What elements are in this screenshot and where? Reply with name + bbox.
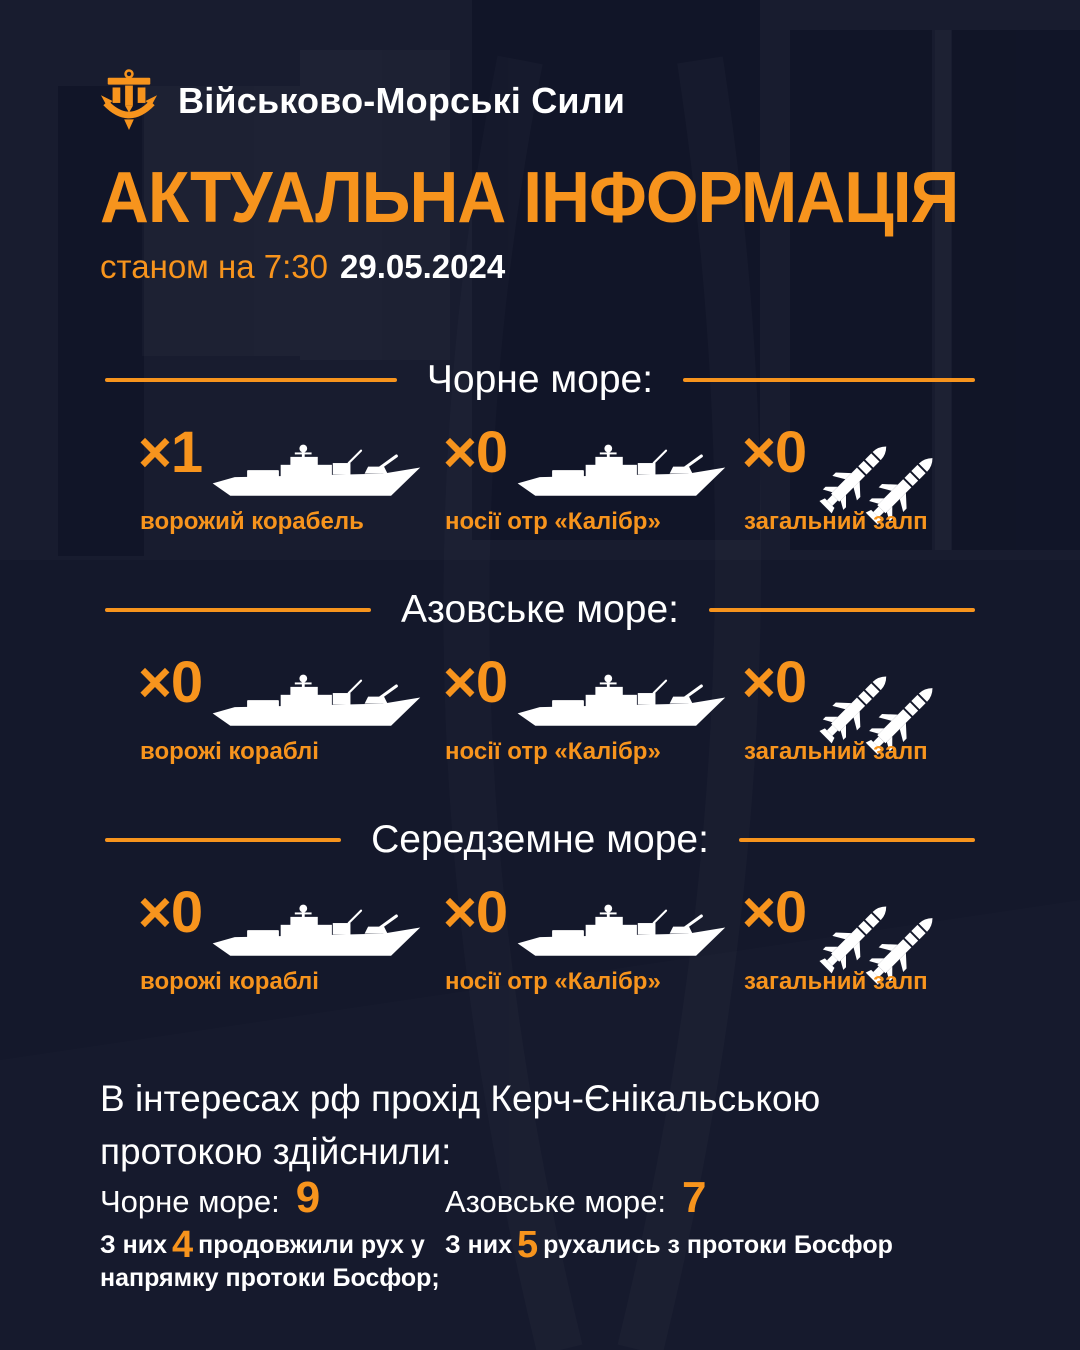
stat-mediterranean-total-salvo: ×0 загальний залп [742, 878, 1047, 1003]
stat-mediterranean-enemy-ships: ×0 ворожі кораблі [138, 878, 443, 1003]
footer-intro-line-2: протокою здійснили: [100, 1131, 452, 1172]
divider-line [683, 378, 975, 382]
anchor-trident-icon [100, 69, 158, 130]
stat-label: ворожі кораблі [140, 738, 319, 765]
status-line: станом на 7:30 29.05.2024 [100, 248, 505, 286]
divider-line [105, 378, 397, 382]
divider-line [738, 838, 975, 842]
note-value: 4 [171, 1224, 194, 1266]
warship-icon [517, 444, 726, 496]
stat-label: загальний залп [744, 968, 928, 995]
footer-intro-line-1: В інтересах рф прохід Керч-Єнікальською [100, 1078, 821, 1119]
warship-icon [212, 444, 421, 496]
page-title: АКТУАЛЬНА ІНФОРМАЦІЯ [100, 158, 959, 238]
stat-black-sea-total-salvo: ×0 [742, 418, 1047, 543]
sea-name: Азовське море: [445, 1184, 666, 1219]
note-prefix: З них [100, 1231, 167, 1259]
footer-column-black-sea: Чорне море: 9 З них 4 продовжили рух у нап… [100, 1176, 452, 1295]
section-title: Азовське море: [401, 588, 679, 631]
stat-count: ×0 [138, 880, 203, 945]
sea-note: З них 5 рухались з протоки Босфор [445, 1226, 1005, 1264]
stat-count: ×0 [443, 650, 508, 715]
stat-count: ×1 [138, 420, 203, 485]
warship-icon [517, 904, 726, 956]
divider-line [105, 838, 342, 842]
status-date: 29.05.2024 [340, 248, 506, 285]
divider-line [105, 608, 371, 612]
section-header-black-sea: Чорне море: [105, 358, 975, 402]
stat-azov-enemy-ships: ×0 ворожі кораблі [138, 648, 443, 773]
section-title: Середземне море: [371, 818, 709, 861]
stat-label: носії отр «Калібр» [445, 738, 661, 765]
stat-label: носії отр «Калібр» [445, 968, 661, 995]
stat-azov-total-salvo: ×0 загальний залп [742, 648, 1047, 773]
stat-count: ×0 [138, 650, 203, 715]
header-brand: Військово-Морські Сили [100, 68, 625, 134]
stat-black-sea-enemy-ship: ×1 ворожий корабель [138, 418, 443, 543]
section-title: Чорне море: [426, 358, 654, 401]
stat-count: ×0 [443, 420, 508, 485]
brand-name: Військово-Морські Сили [178, 80, 626, 121]
warship-icon [212, 674, 421, 726]
note-prefix: З них [445, 1231, 512, 1259]
footer-intro: В інтересах рф прохід Керч-Єнікальською … [100, 1072, 820, 1178]
divider-line [709, 608, 975, 612]
warship-icon [212, 904, 421, 956]
stat-azov-kalibr-carriers: ×0 носії отр «Калібр [443, 648, 748, 773]
stat-label: носії отр «Калібр» [445, 508, 661, 535]
stat-black-sea-kalibr-carriers: ×0 носії отр «Калібр [443, 418, 748, 543]
stat-count: ×0 [742, 880, 807, 945]
stat-count: ×0 [742, 420, 807, 485]
sea-total: 7 [681, 1173, 707, 1222]
footer-column-azov-sea: Азовське море: 7 З них 5 рухались з проток… [445, 1173, 1005, 1265]
stat-label: загальний залп [744, 738, 928, 765]
stat-count: ×0 [443, 880, 508, 945]
warship-icon [517, 674, 726, 726]
note-text: рухались з протоки Босфор [543, 1231, 893, 1259]
status-label: станом на 7:30 [100, 248, 329, 285]
section-header-mediterranean-sea: Середземне море: [105, 818, 975, 862]
note-text: продовжили рух у напрямку протоки Босфор… [100, 1231, 440, 1292]
sea-name: Чорне море: [100, 1184, 280, 1219]
sea-total: 9 [295, 1173, 321, 1222]
note-value: 5 [516, 1224, 539, 1266]
stat-label: ворожі кораблі [140, 968, 319, 995]
sea-note: З них 4 продовжили рух у напрямку протоки … [100, 1226, 452, 1295]
stat-mediterranean-kalibr-carriers: ×0 носії отр «Калібр [443, 878, 748, 1003]
stat-label: загальний залп [744, 508, 928, 535]
section-header-azov-sea: Азовське море: [105, 588, 975, 632]
stat-label: ворожий корабель [140, 508, 364, 535]
stat-count: ×0 [742, 650, 807, 715]
